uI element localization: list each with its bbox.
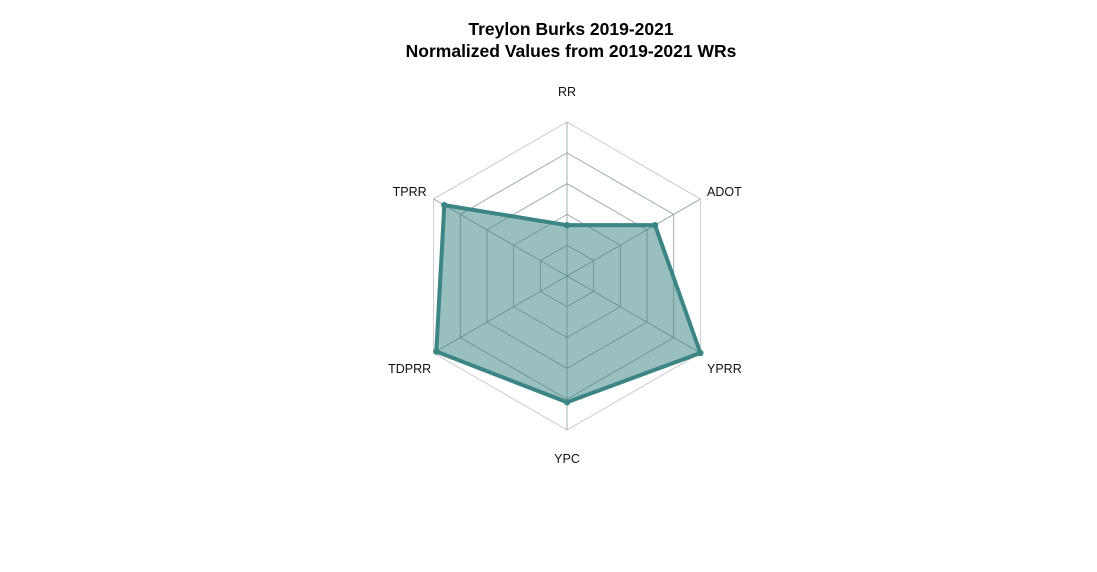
data-point-rr	[563, 221, 571, 229]
data-point-tprr	[441, 201, 448, 209]
data-point-tdprr	[433, 348, 440, 355]
data-point-ypc	[563, 399, 571, 406]
axis-label-rr: RR	[558, 85, 576, 99]
axis-labels: RR ADOT YPRR YPC TDPRR TPRR	[388, 85, 742, 466]
data-point-yprr	[697, 349, 704, 357]
chart-subtitle: Normalized Values from 2019-2021 WRs	[405, 41, 737, 61]
series-layer	[433, 201, 704, 406]
chart-title-block: Treylon Burks 2019-2021 Normalized Value…	[0, 18, 1097, 62]
chart-title: Treylon Burks 2019-2021	[468, 19, 674, 39]
axis-label-yprr: YPRR	[707, 362, 742, 376]
axis-label-ypc: YPC	[554, 452, 580, 466]
axis-label-adot: ADOT	[707, 185, 742, 199]
series-area-0	[434, 203, 703, 405]
axis-label-tprr: TPRR	[393, 185, 427, 199]
data-point-adot	[651, 221, 659, 229]
axis-label-tdprr: TDPRR	[388, 362, 431, 376]
